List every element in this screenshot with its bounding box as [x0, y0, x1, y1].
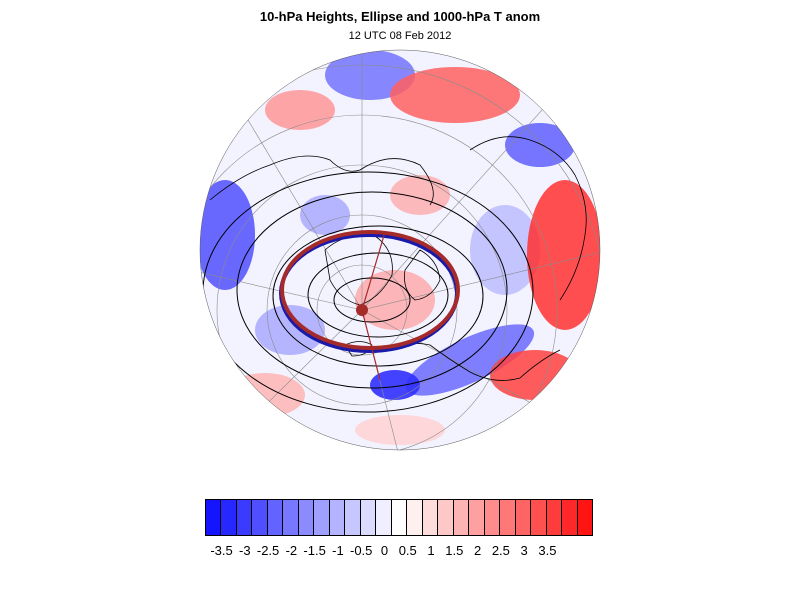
vortex-ellipse: [280, 230, 460, 350]
cold-anomaly-region: [405, 324, 535, 396]
height-contour: [307, 252, 449, 338]
globe-outline: [199, 49, 601, 451]
colorbar-segment: [515, 500, 532, 535]
colorbar-tick-label: 3.5: [538, 543, 557, 558]
coastline-north-america: [209, 155, 434, 206]
cold-anomaly-region: [370, 370, 420, 400]
colorbar-tick-label: -2.5: [256, 543, 280, 558]
colorbar-segment: [531, 500, 547, 535]
vortex-centroid: [356, 304, 368, 316]
colorbar-tick-label: -3: [239, 543, 251, 558]
warm-anomaly-region: [355, 415, 445, 445]
height-contour: [236, 191, 508, 389]
colorbar-segment: [577, 500, 593, 535]
colorbar-tick-label: -0.5: [349, 543, 373, 558]
colorbar-tick-label: -1.5: [303, 543, 326, 558]
colorbar-segment: [422, 500, 439, 535]
colorbar-segment: [267, 500, 284, 535]
warm-anomaly-region: [490, 350, 580, 400]
warm-anomaly-region: [265, 90, 335, 130]
colorbar-tick-label: -1: [332, 543, 344, 558]
warm-anomaly-region: [225, 373, 305, 417]
colorbar-segment: [221, 500, 237, 535]
colorbar: [205, 499, 593, 536]
warm-anomaly-region: [390, 175, 450, 215]
temperature-anomaly-field: [200, 50, 600, 450]
colorbar-segment: [484, 500, 501, 535]
colorbar-segment: [469, 500, 485, 535]
colorbar-segment: [453, 500, 470, 535]
warm-anomaly-region: [527, 180, 600, 330]
colorbar-segment: [252, 500, 268, 535]
meridian: [200, 269, 363, 311]
colorbar-segment: [206, 500, 222, 535]
colorbar-segment: [562, 500, 578, 535]
colorbar-segment: [345, 500, 361, 535]
colorbar-segment: [329, 500, 346, 535]
coastline-asia: [469, 136, 587, 301]
colorbar-tick-label: 1: [427, 543, 435, 558]
meridian: [361, 249, 600, 311]
vortex-ellipse-axis: [361, 231, 386, 311]
cold-anomaly-region: [505, 123, 575, 167]
warm-anomaly-region: [355, 270, 435, 330]
height-contour: [272, 225, 484, 367]
colorbar-segment: [283, 500, 299, 535]
colorbar-segment: [500, 500, 516, 535]
colorbar-segment: [298, 500, 315, 535]
map-subtitle: 12 UTC 08 Feb 2012: [348, 30, 452, 42]
meridian: [229, 89, 363, 311]
colorbar-tick-label: 1.5: [445, 543, 464, 558]
colorbar-tick-label: 0: [380, 543, 389, 558]
coastline-arctic-islands: [404, 249, 441, 301]
colorbar-segment: [391, 500, 408, 535]
meridian: [361, 89, 561, 311]
warm-anomaly-region: [390, 67, 520, 123]
colorbar-tick-label: -2: [285, 543, 298, 558]
colorbar-tick-label: 2.5: [491, 543, 510, 558]
colorbar-segment: [407, 500, 423, 535]
cold-anomaly-region: [300, 195, 350, 235]
graticule: [200, 50, 600, 450]
colorbar-segment: [360, 500, 377, 535]
colorbar-tick-label: 3: [520, 543, 528, 558]
colorbar-segment: [314, 500, 330, 535]
colorbar-segment: [236, 500, 253, 535]
cold-anomaly-region: [200, 180, 255, 290]
colorbar-segment: [546, 500, 563, 535]
map-title: 10-hPa Heights, Ellipse and 1000-hPa T a…: [259, 9, 541, 24]
colorbar-tick-label: 0.5: [398, 543, 417, 558]
cold-anomaly-region: [470, 205, 540, 295]
colorbar-tick-label: -3.5: [210, 543, 233, 558]
coastline-iceland: [344, 341, 373, 357]
colorbar-segment: [438, 500, 454, 535]
vortex-ellipse-axis: [361, 309, 381, 381]
colorbar-tick-label: 2: [473, 543, 482, 558]
colorbar-segment: [376, 500, 392, 535]
